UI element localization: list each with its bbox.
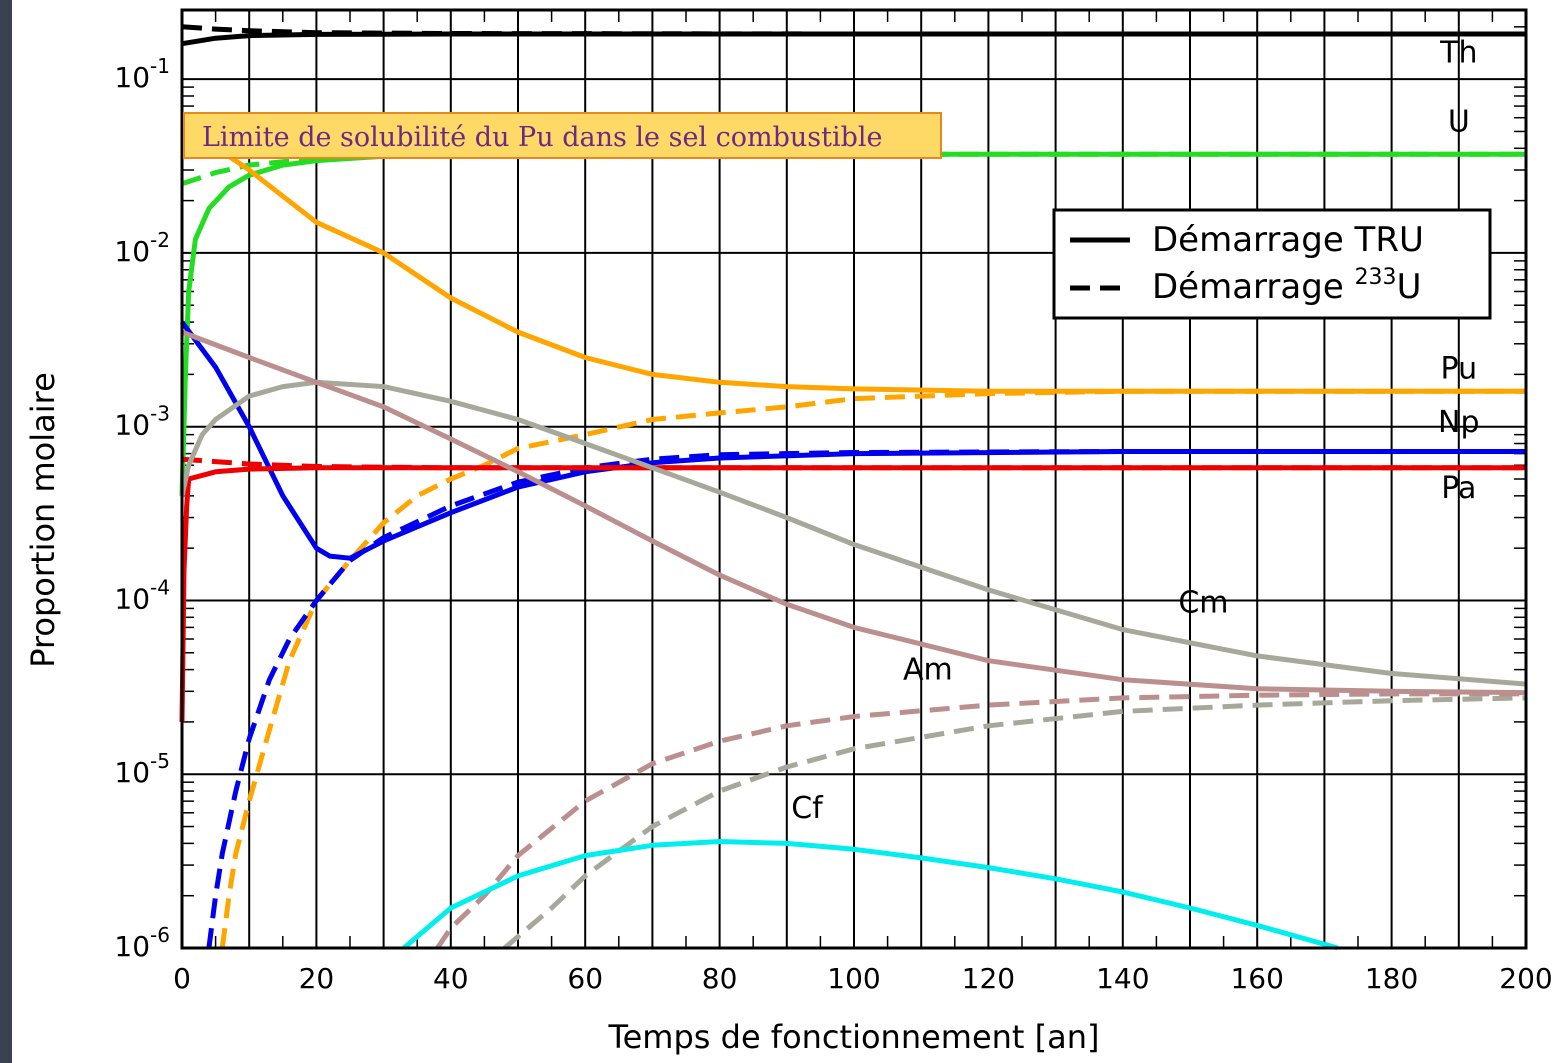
curve-label-cf: Cf bbox=[791, 791, 824, 826]
minor-ticks bbox=[182, 10, 1526, 948]
y-tick-label: 10-3 bbox=[114, 402, 170, 442]
x-tick-label: 140 bbox=[1096, 962, 1149, 995]
series-pa-233u-line bbox=[181, 456, 1526, 471]
x-tick-label: 80 bbox=[702, 962, 738, 995]
series-np-233u-line bbox=[206, 449, 1526, 949]
curve-label-cm: Cm bbox=[1178, 586, 1228, 621]
line-chart: 0 20 40 60 80 100 120 140 160 180 200 10-6 10-5 10-4… bbox=[24, 8, 1553, 1056]
x-tick-labels: 0 20 40 60 80 100 120 140 160 180 200 bbox=[173, 962, 1553, 995]
series-pu-233u-line bbox=[219, 388, 1526, 949]
x-tick-label: 160 bbox=[1230, 962, 1283, 995]
legend-label-233u: Démarrage 233U bbox=[1152, 265, 1421, 307]
series-am-tru-line bbox=[181, 329, 1527, 696]
x-axis-title: Temps de fonctionnement [an] bbox=[608, 1018, 1100, 1056]
series-pu-tru-line bbox=[180, 122, 1526, 394]
series-th-233u-line bbox=[181, 24, 1526, 37]
curve-labels: Th U Pu Np Pa Cm Am Cf bbox=[791, 35, 1479, 826]
curve-label-u: U bbox=[1448, 104, 1470, 139]
series-cf-tru-line bbox=[402, 839, 1339, 951]
chart-frame: 0 20 40 60 80 100 120 140 160 180 200 10-6 10-5 10-4… bbox=[12, 0, 1562, 1063]
series-am-233u-line bbox=[435, 691, 1526, 950]
x-tick-label: 100 bbox=[827, 962, 880, 995]
series-cm-233u-line bbox=[502, 695, 1527, 950]
curve-label-am: Am bbox=[903, 653, 953, 688]
legend: Démarrage TRU Démarrage 233U bbox=[1052, 208, 1492, 320]
curve-label-pu: Pu bbox=[1441, 351, 1478, 386]
curve-label-pa: Pa bbox=[1441, 471, 1476, 506]
x-tick-label: 20 bbox=[299, 962, 335, 995]
annotation-box: Limite de solubilité du Pu dans le sel c… bbox=[183, 112, 942, 159]
legend-entry-solid: Démarrage TRU bbox=[1070, 220, 1424, 260]
series-u-233u-line bbox=[181, 151, 1526, 187]
x-tick-label: 120 bbox=[962, 962, 1015, 995]
series-group bbox=[179, 24, 1527, 951]
annotation-text: Limite de solubilité du Pu dans le sel c… bbox=[202, 122, 883, 153]
x-tick-label: 40 bbox=[433, 962, 469, 995]
y-tick-label: 10-6 bbox=[114, 923, 170, 963]
plot-border bbox=[180, 8, 1528, 950]
curve-label-th: Th bbox=[1439, 35, 1477, 70]
y-tick-label: 10-5 bbox=[114, 749, 170, 789]
y-axis-title: Proportion molaire bbox=[24, 372, 62, 668]
x-tick-label: 200 bbox=[1499, 962, 1552, 995]
x-tick-label: 60 bbox=[567, 962, 603, 995]
x-tick-label: 180 bbox=[1365, 962, 1418, 995]
curve-label-np: Np bbox=[1438, 405, 1479, 440]
legend-entry-dashed: Démarrage 233U bbox=[1070, 265, 1421, 307]
legend-label-tru: Démarrage TRU bbox=[1152, 220, 1424, 260]
x-tick-label: 0 bbox=[173, 962, 191, 995]
y-tick-label: 10-1 bbox=[114, 54, 170, 94]
y-tick-label: 10-4 bbox=[114, 575, 170, 615]
y-tick-label: 10-2 bbox=[114, 228, 170, 268]
y-tick-labels: 10-6 10-5 10-4 10-3 10-2 10-1 bbox=[114, 54, 170, 963]
series-cm-tru-line bbox=[179, 379, 1527, 687]
